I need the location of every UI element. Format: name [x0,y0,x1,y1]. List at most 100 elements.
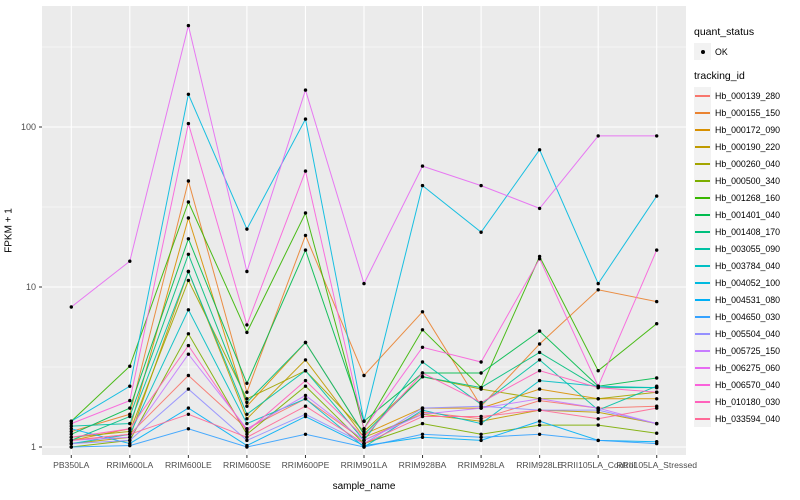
x-tick-label: RRIM600LA [106,460,153,470]
data-point [596,438,600,443]
data-point [128,432,132,436]
data-point [537,257,542,261]
data-point [537,148,542,152]
data-point [303,358,308,362]
data-point [303,117,308,121]
data-point [596,423,600,427]
data-point [537,329,542,333]
legend-key-box [694,257,711,274]
legend-key-box [694,172,711,189]
legend-key-line [695,264,710,267]
data-point [245,417,249,421]
data-point [420,406,425,410]
data-point [596,369,600,373]
legend-key-box [694,410,711,427]
data-point [655,248,659,252]
legend-entry-label: Hb_001408_170 [715,226,781,237]
legend-entry-Hb_001408_170: Hb_001408_170 [694,223,800,240]
data-point [420,371,425,375]
data-point [245,427,249,431]
data-point [128,406,132,410]
legend-key-line [695,196,710,199]
legend-entry-Hb_006275_060: Hb_006275_060 [694,359,800,376]
data-point [479,406,483,410]
legend-entry-Hb_005725_150: Hb_005725_150 [694,342,800,359]
legend-tracking-entries: Hb_000139_280 Hb_000155_150 Hb_000172_090 H… [694,87,800,427]
data-point [479,432,483,436]
legend-key-box [694,43,711,60]
legend-key-box [694,291,711,308]
data-point [479,360,483,364]
data-point [479,230,483,234]
legend-entry-label: Hb_010180_030 [715,396,781,407]
data-point [537,342,542,346]
legend-key-line [695,145,710,148]
data-point [303,369,308,373]
legend-key-line [695,332,710,335]
data-point [245,330,249,335]
data-point [537,369,542,373]
legend-entry-label: Hb_006275_060 [715,362,781,373]
data-point [362,435,366,439]
data-point [245,390,249,394]
data-point [303,169,308,173]
legend-key-line [695,281,710,284]
data-point [596,385,600,390]
data-point [186,308,191,312]
data-point [537,408,542,412]
legend-entry-Hb_004052_100: Hb_004052_100 [694,274,800,291]
data-point [303,384,308,388]
legend-entry-label: Hb_003784_040 [715,260,781,271]
x-tick-label: RRIM928LE [516,460,563,470]
legend-group-tracking-id: tracking_id Hb_000139_280 Hb_000155_150 Hb… [694,70,800,427]
data-point [69,445,74,449]
data-point [245,269,249,274]
data-point [186,23,191,28]
legend-entry-label: Hb_000139_280 [715,90,781,101]
legend-key-box [694,342,711,359]
data-point [655,134,659,138]
legend-key-box [694,155,711,172]
data-point [655,441,659,446]
legend-entry-label: Hb_001268_160 [715,192,781,203]
data-point [537,419,542,423]
x-axis-title: sample_name [332,481,396,492]
data-point [186,352,191,356]
data-point [420,360,425,364]
data-point [303,397,308,401]
x-tick-label: RRIM600SE [223,460,271,470]
data-point [186,237,191,241]
data-point [245,445,249,449]
legend-key-line [695,111,710,114]
legend-entry-label: Hb_004650_030 [715,311,781,322]
x-tick-label: PB350LA [53,460,90,470]
data-point [655,431,659,435]
data-point [655,397,659,401]
data-point [537,423,542,427]
data-point [420,432,425,436]
legend-key-line [695,417,710,420]
data-point [245,421,249,426]
legend-entry-label: Hb_000500_340 [715,175,781,186]
data-point [420,421,425,426]
legend-key-box [694,325,711,342]
data-point [303,404,308,408]
legend-entry-Hb_003055_090: Hb_003055_090 [694,240,800,257]
legend-entry-label: Hb_003055_090 [715,243,781,254]
data-point [245,412,249,416]
legend-entry-Hb_000172_090: Hb_000172_090 [694,121,800,138]
y-tick-label: 10 [26,282,36,292]
x-tick-label: RRII105LA_Stressed [616,460,697,470]
x-tick-label: RRII105LA_Control [561,460,636,470]
data-point [362,373,366,378]
legend-key-line [695,400,710,403]
legend-key-box [694,376,711,393]
data-point [303,248,308,252]
data-point [69,435,74,439]
data-point [479,371,483,375]
data-point [362,438,366,443]
data-point [186,332,191,336]
data-point [362,281,366,286]
data-point [537,378,542,383]
